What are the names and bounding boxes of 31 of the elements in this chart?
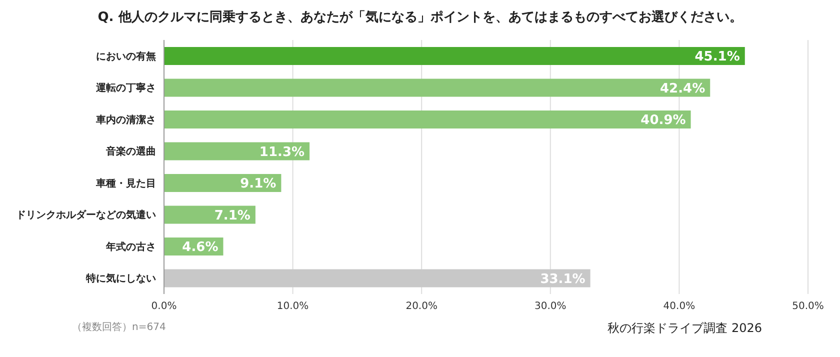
x-tick-label: 40.0% <box>663 301 696 312</box>
data-label: 40.9% <box>640 113 686 128</box>
bar <box>164 78 710 97</box>
x-tick-label: 30.0% <box>534 301 566 312</box>
data-label: 11.3% <box>259 144 305 160</box>
data-label: 9.1% <box>240 176 276 192</box>
bar <box>164 174 282 192</box>
y-tick-label: 音楽の選曲 <box>105 146 156 158</box>
data-label: 42.4% <box>660 81 706 96</box>
y-tick-label: 年式の古さ <box>105 240 156 253</box>
bar <box>164 110 691 128</box>
y-tick-label: 運転の丁寧さ <box>95 82 156 94</box>
x-tick-label: 10.0% <box>276 301 309 312</box>
bar <box>164 206 256 224</box>
y-tick-label: 特に気にしない <box>85 272 156 285</box>
bar <box>164 142 310 160</box>
y-tick-label: ドリンクホルダーなどの気遣い <box>16 209 156 222</box>
bar <box>164 46 745 65</box>
text: 秋の行楽ドライブ調査 2026 <box>608 320 762 337</box>
data-label: 4.6% <box>182 240 218 256</box>
y-tick-label: 車内の清潔さ <box>95 114 156 126</box>
data-label: 45.1% <box>694 50 740 65</box>
x-tick-label: 50.0% <box>792 301 824 312</box>
text: （複数回答）n=674 <box>72 320 166 334</box>
data-label: 7.1% <box>214 208 250 224</box>
chart-title: Q. 他人のクルマに同乗するとき、あなたが「気になる」ポイントを、あてはまるものすべてお選びください。 <box>96 9 744 27</box>
x-tick-label: 20.0% <box>406 301 438 312</box>
bar <box>164 269 590 288</box>
x-tick-label: 0.0% <box>151 301 177 312</box>
y-tick-label: においの有無 <box>96 50 156 62</box>
y-tick-label: 車種・見た目 <box>95 177 156 190</box>
